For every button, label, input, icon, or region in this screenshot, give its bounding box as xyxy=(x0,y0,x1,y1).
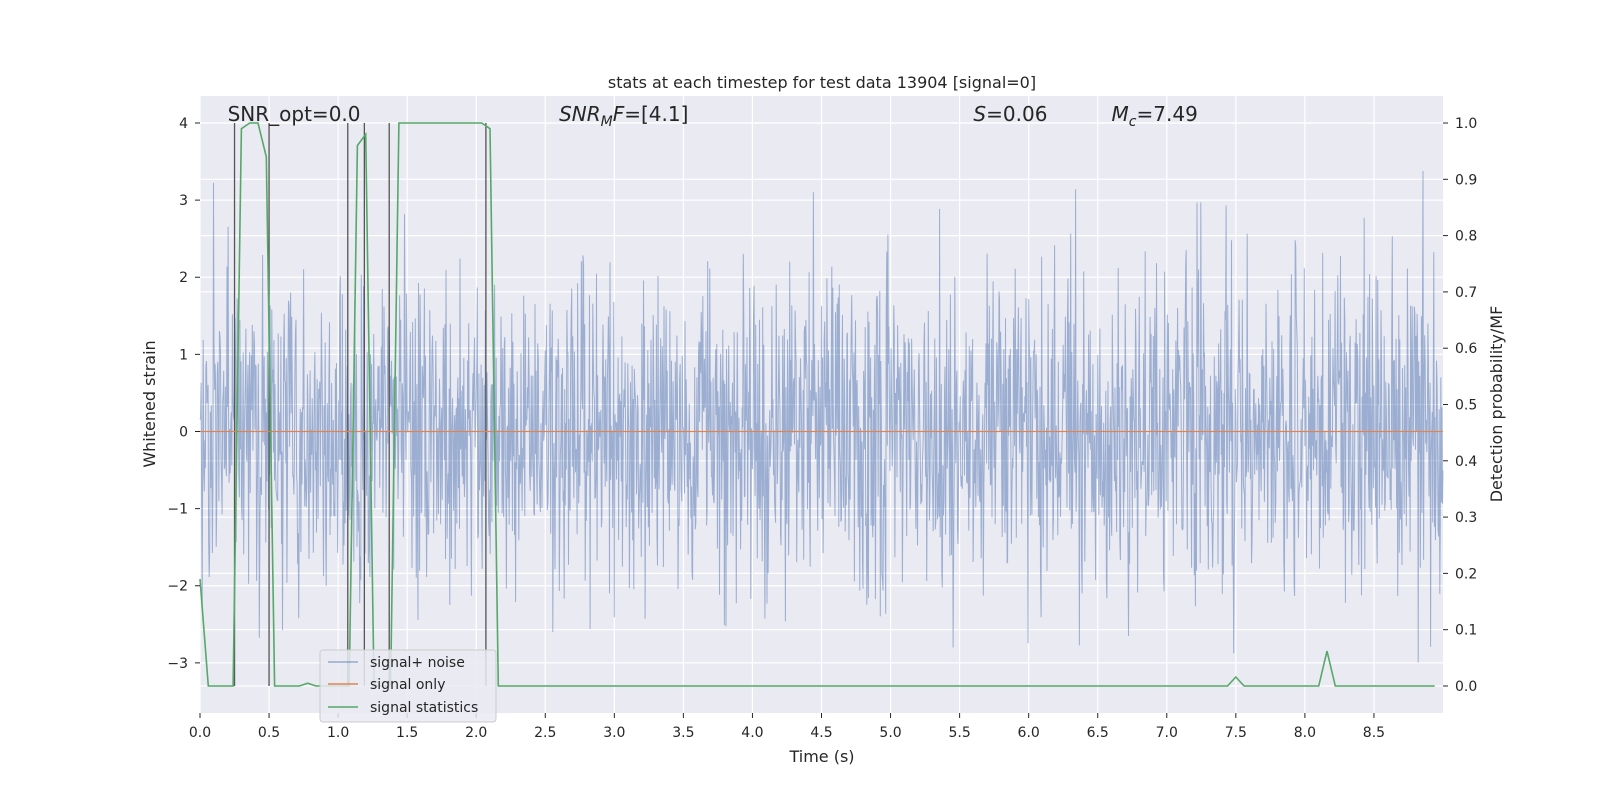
legend-box xyxy=(319,649,497,723)
x-tick-label-16: 8.0 xyxy=(1294,725,1316,741)
y2-tick-label-5: 0.5 xyxy=(1455,398,1477,414)
series-signal-noise-line xyxy=(199,170,1444,663)
y2-tick-label-0: 1.0 xyxy=(1455,116,1477,132)
x-tick-label-17: 8.5 xyxy=(1363,725,1385,741)
legend: signal+ noise signal only signal statist… xyxy=(319,649,497,723)
annotations: SNR_opt=0.0 SNRMF=[4.1] S=0.06 Mc=7.49 xyxy=(228,102,1198,130)
series-signal-statistics-line xyxy=(199,122,1435,687)
x-tick-label-5: 2.5 xyxy=(534,725,556,741)
x-tick-label-2: 1.0 xyxy=(327,725,349,741)
x-tick-label-8: 4.0 xyxy=(741,725,763,741)
x-tick-label-14: 7.0 xyxy=(1156,725,1178,741)
y2-tick-label-10: 0.0 xyxy=(1455,679,1477,695)
y-tick-label-7: −3 xyxy=(167,656,188,672)
y2-tick-label-8: 0.2 xyxy=(1455,566,1477,582)
y2-axis-title: Detection probability/MF xyxy=(1487,306,1506,503)
y-tick-label-2: 2 xyxy=(179,270,188,286)
annotation-snr-opt: SNR_opt=0.0 xyxy=(228,102,361,126)
annotation-mc: Mc=7.49 xyxy=(1112,102,1198,130)
x-tick-label-7: 3.5 xyxy=(672,725,694,741)
x-tick-label-12: 6.0 xyxy=(1018,725,1040,741)
x-tick-label-3: 1.5 xyxy=(396,725,418,741)
y-axis-left: 4 3 2 1 0 −1 −2 −3 xyxy=(167,116,200,672)
x-tick-label-13: 6.5 xyxy=(1087,725,1109,741)
y-tick-label-4: 0 xyxy=(179,424,188,440)
x-tick-label-10: 5.0 xyxy=(879,725,901,741)
y-tick-label-6: −2 xyxy=(167,579,188,595)
x-tick-label-0: 0.0 xyxy=(189,725,211,741)
y-axis-title: Whitened strain xyxy=(140,340,159,467)
chart-title: stats at each timestep for test data 139… xyxy=(608,73,1036,92)
y2-tick-label-9: 0.1 xyxy=(1455,623,1477,639)
x-tick-label-11: 5.5 xyxy=(948,725,970,741)
x-tick-label-9: 4.5 xyxy=(810,725,832,741)
y-tick-label-3: 1 xyxy=(179,347,188,363)
y-tick-label-0: 4 xyxy=(179,116,188,132)
traces xyxy=(199,122,1444,687)
x-tick-label-6: 3.0 xyxy=(603,725,625,741)
x-tick-label-4: 2.0 xyxy=(465,725,487,741)
y2-tick-label-3: 0.7 xyxy=(1455,285,1477,301)
y-tick-label-5: −1 xyxy=(167,502,188,518)
legend-label-signal-only: signal only xyxy=(370,677,445,693)
annotation-snr-mf: SNRMF=[4.1] xyxy=(559,102,688,130)
x-tick-label-15: 7.5 xyxy=(1225,725,1247,741)
legend-label-signal-statistics: signal statistics xyxy=(370,700,478,716)
y2-tick-label-4: 0.6 xyxy=(1455,341,1477,357)
x-axis-title: Time (s) xyxy=(788,747,854,766)
legend-label-signal-noise: signal+ noise xyxy=(370,655,465,671)
y-axis-right: 1.0 0.9 0.8 0.7 0.6 0.5 0.4 0.3 0.2 0.1 0.0 xyxy=(1443,116,1477,695)
x-tick-label-1: 0.5 xyxy=(258,725,280,741)
y-tick-label-1: 3 xyxy=(179,193,188,209)
y2-tick-label-7: 0.3 xyxy=(1455,510,1477,526)
y2-tick-label-6: 0.4 xyxy=(1455,454,1477,470)
x-axis: 0.0 0.5 1.0 1.5 2.0 2.5 3.0 3.5 4.0 4.5 5.0 5.5 6.0 6… xyxy=(189,713,1385,741)
y2-tick-label-1: 0.9 xyxy=(1455,172,1477,188)
y2-tick-label-2: 0.8 xyxy=(1455,229,1477,245)
annotation-s: S=0.06 xyxy=(973,102,1047,126)
